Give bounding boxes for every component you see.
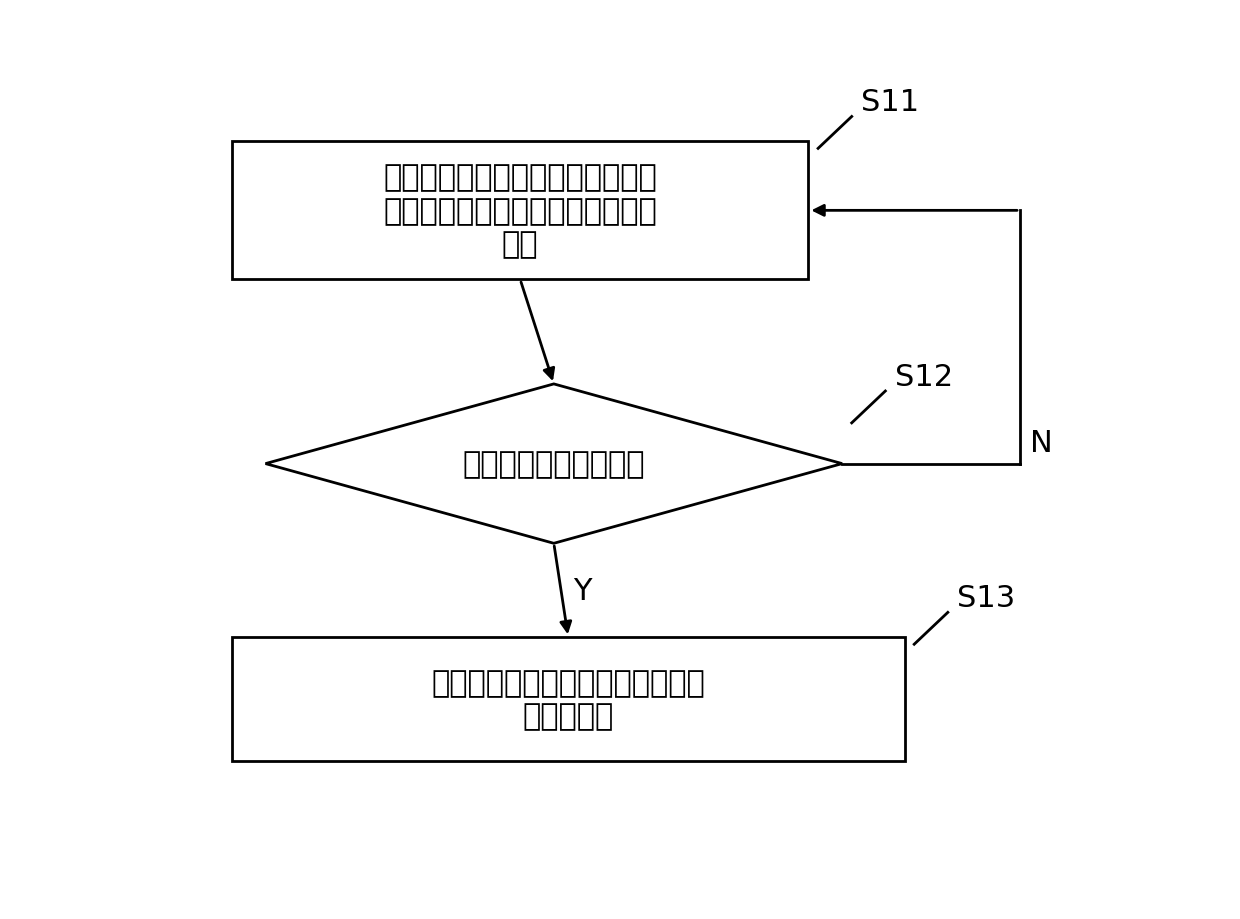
Text: Y: Y xyxy=(573,576,591,605)
Text: 当所述视频播放器启动时，标记终
端的左声道音频参数和右声道音频
参数: 当所述视频播放器启动时，标记终 端的左声道音频参数和右声道音频 参数 xyxy=(383,163,657,259)
FancyBboxPatch shape xyxy=(232,142,808,280)
Text: N: N xyxy=(1029,428,1053,457)
Text: 将左声道音频参数和右声道音频参
数进行互换: 将左声道音频参数和右声道音频参 数进行互换 xyxy=(432,668,706,731)
Text: 侦测所述终端是否翻转: 侦测所述终端是否翻转 xyxy=(463,449,645,479)
FancyBboxPatch shape xyxy=(232,638,904,761)
Text: S13: S13 xyxy=(957,584,1016,613)
Polygon shape xyxy=(265,384,842,544)
Text: S11: S11 xyxy=(862,88,920,118)
Text: S12: S12 xyxy=(895,363,954,391)
